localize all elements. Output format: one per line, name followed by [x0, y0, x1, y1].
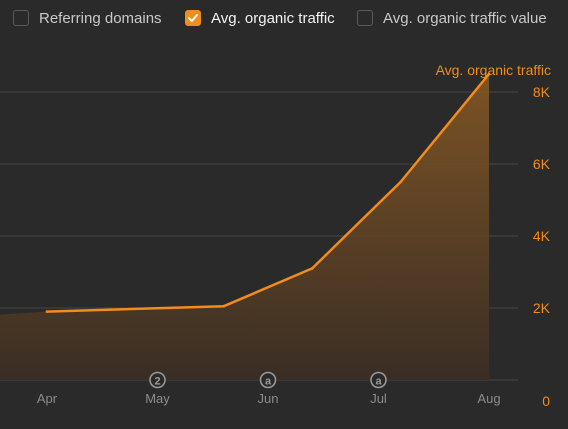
annotation-label: 2 — [154, 376, 160, 388]
series-point — [222, 304, 226, 308]
y-tick-label: 8K — [533, 84, 551, 100]
annotation-circle — [149, 371, 166, 389]
checkmark-icon — [188, 14, 198, 22]
y-axis-title: Avg. organic traffic — [435, 62, 551, 78]
annotation-label: a — [265, 376, 272, 388]
x-tick-label: Apr — [37, 391, 58, 406]
toggle-avg-organic-traffic[interactable]: Avg. organic traffic — [185, 8, 335, 28]
annotation-circle — [370, 371, 387, 389]
y-tick-label: 4K — [533, 228, 551, 244]
annotation-marker-icon[interactable]: 2 — [149, 371, 166, 389]
series-point — [45, 310, 49, 313]
series-point — [399, 180, 402, 184]
y-axis-ticks: 0 2K 4K 6K 8K — [533, 84, 551, 409]
annotation-label: a — [375, 376, 382, 388]
annotation-markers: 2 a a — [149, 371, 387, 389]
toggle-label: Avg. organic traffic — [211, 9, 335, 27]
checkbox-checked-icon[interactable] — [185, 10, 201, 26]
series-point — [487, 72, 491, 76]
toggle-referring-domains[interactable]: Referring domains — [13, 8, 162, 28]
x-tick-label: Jul — [370, 391, 387, 406]
x-tick-label: Jun — [258, 391, 279, 406]
annotation-marker-icon[interactable]: a — [259, 371, 277, 389]
y-tick-label: 6K — [533, 156, 551, 172]
series-area — [0, 72, 491, 380]
checkbox-unchecked-icon[interactable] — [13, 10, 29, 26]
annotation-circle — [259, 371, 277, 389]
toggle-label: Avg. organic traffic value — [383, 9, 547, 27]
y-tick-label: 2K — [533, 300, 551, 316]
x-tick-label: May — [145, 391, 170, 406]
annotation-marker-icon[interactable]: a — [370, 371, 387, 389]
checkbox-unchecked-icon[interactable] — [357, 10, 373, 26]
series-point — [310, 267, 314, 270]
y-tick-label: 0 — [542, 393, 550, 409]
series-area-fill — [0, 74, 489, 380]
x-axis-ticks: Apr May Jun Jul Aug — [37, 391, 501, 406]
x-tick-label: Aug — [477, 391, 500, 406]
toggle-avg-organic-traffic-value[interactable]: Avg. organic traffic value — [357, 8, 547, 28]
toggle-label: Referring domains — [39, 9, 162, 27]
series-toggle-bar: Referring domains Avg. organic traffic A… — [0, 0, 568, 36]
